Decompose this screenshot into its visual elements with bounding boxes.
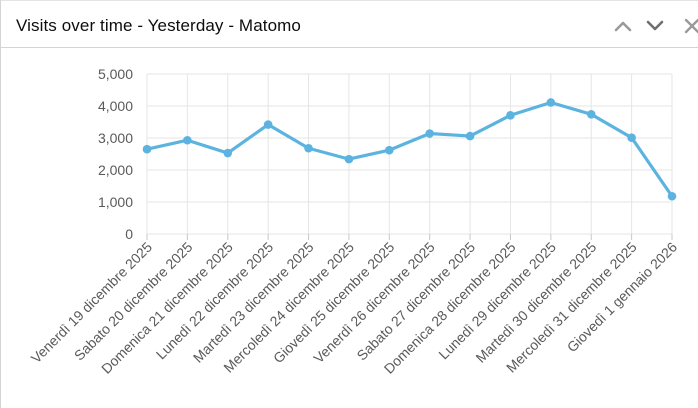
chart-grid — [146, 73, 673, 235]
chevron-up-icon[interactable] — [612, 15, 634, 37]
data-point[interactable] — [586, 110, 596, 119]
y-tick-label: 5,000 — [98, 66, 133, 82]
chevron-down-icon[interactable] — [644, 15, 666, 37]
data-point[interactable] — [263, 120, 273, 129]
data-point[interactable] — [385, 145, 394, 155]
data-point[interactable] — [344, 154, 354, 164]
data-point[interactable] — [142, 144, 152, 154]
data-point[interactable] — [223, 148, 233, 158]
widget-title: Visits over time - Yesterday - Matomo — [16, 16, 301, 35]
data-point[interactable] — [425, 129, 434, 138]
widget-header: Visits over time - Yesterday - Matomo — [1, 0, 698, 48]
data-point[interactable] — [304, 143, 313, 153]
data-point[interactable] — [546, 98, 556, 107]
y-tick-label: 1,000 — [98, 194, 133, 210]
data-point[interactable] — [465, 131, 475, 141]
y-tick-label: 0 — [125, 226, 133, 242]
series-line-visits — [145, 100, 674, 198]
y-tick-label: 3,000 — [98, 130, 133, 146]
data-point[interactable] — [506, 110, 515, 120]
close-icon[interactable] — [681, 15, 698, 37]
y-tick-label: 4,000 — [98, 98, 133, 114]
data-point[interactable] — [183, 135, 192, 145]
chart-series — [142, 98, 677, 201]
data-point[interactable] — [627, 133, 636, 142]
y-tick-label: 2,000 — [98, 162, 133, 178]
data-point[interactable] — [667, 191, 677, 201]
